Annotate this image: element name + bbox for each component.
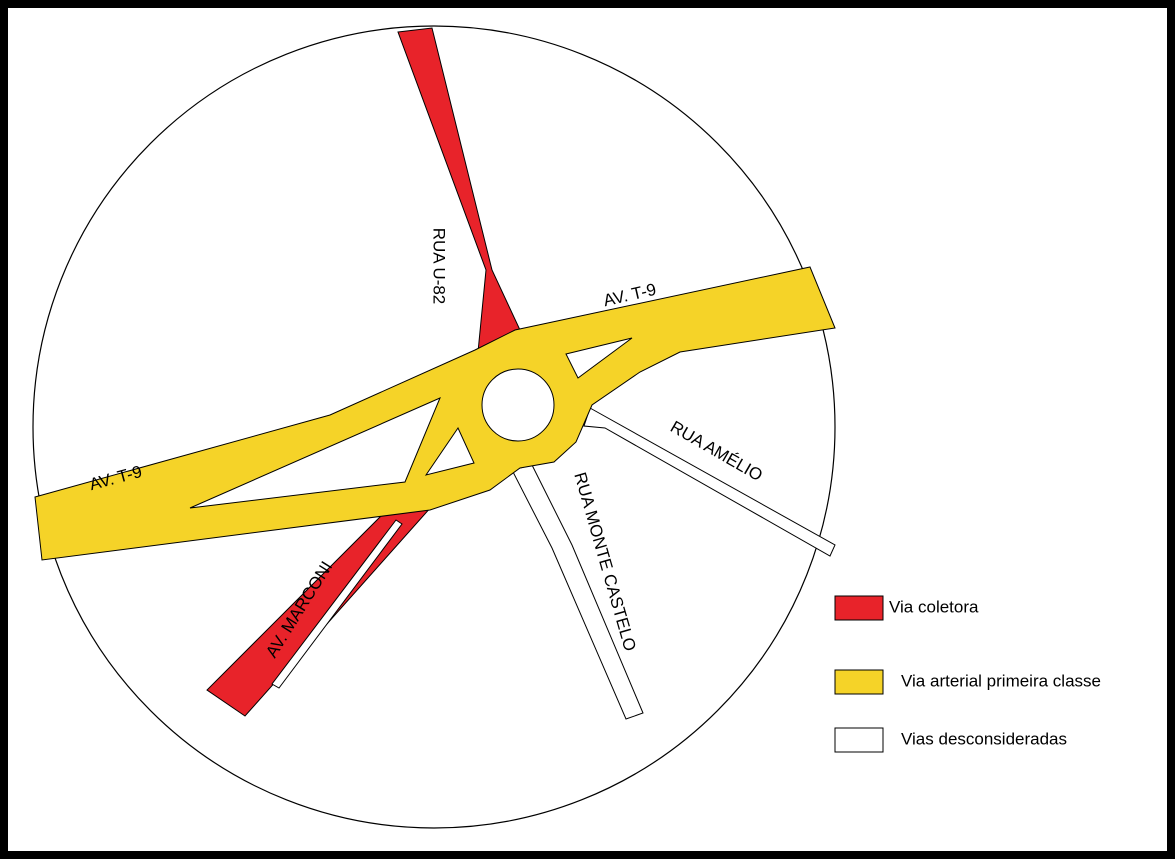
road-amelio xyxy=(583,407,836,557)
street-label: RUA U-82 xyxy=(430,228,449,305)
legend-label: Via arterial primeira classe xyxy=(901,671,1101,690)
island xyxy=(189,397,441,509)
legend-label: Vias desconsideradas xyxy=(901,729,1067,748)
island xyxy=(424,426,475,476)
legend-label: Via coletora xyxy=(889,597,979,616)
legend-swatch xyxy=(834,595,884,621)
legend-swatch xyxy=(834,669,884,695)
island xyxy=(565,337,633,379)
legend-swatch xyxy=(834,727,884,753)
road-t9 xyxy=(34,266,836,561)
road-marconi-median xyxy=(271,519,403,689)
legend: Via coletora Via arterial primeira classe… xyxy=(834,595,1101,753)
roundabout-island xyxy=(481,368,555,442)
